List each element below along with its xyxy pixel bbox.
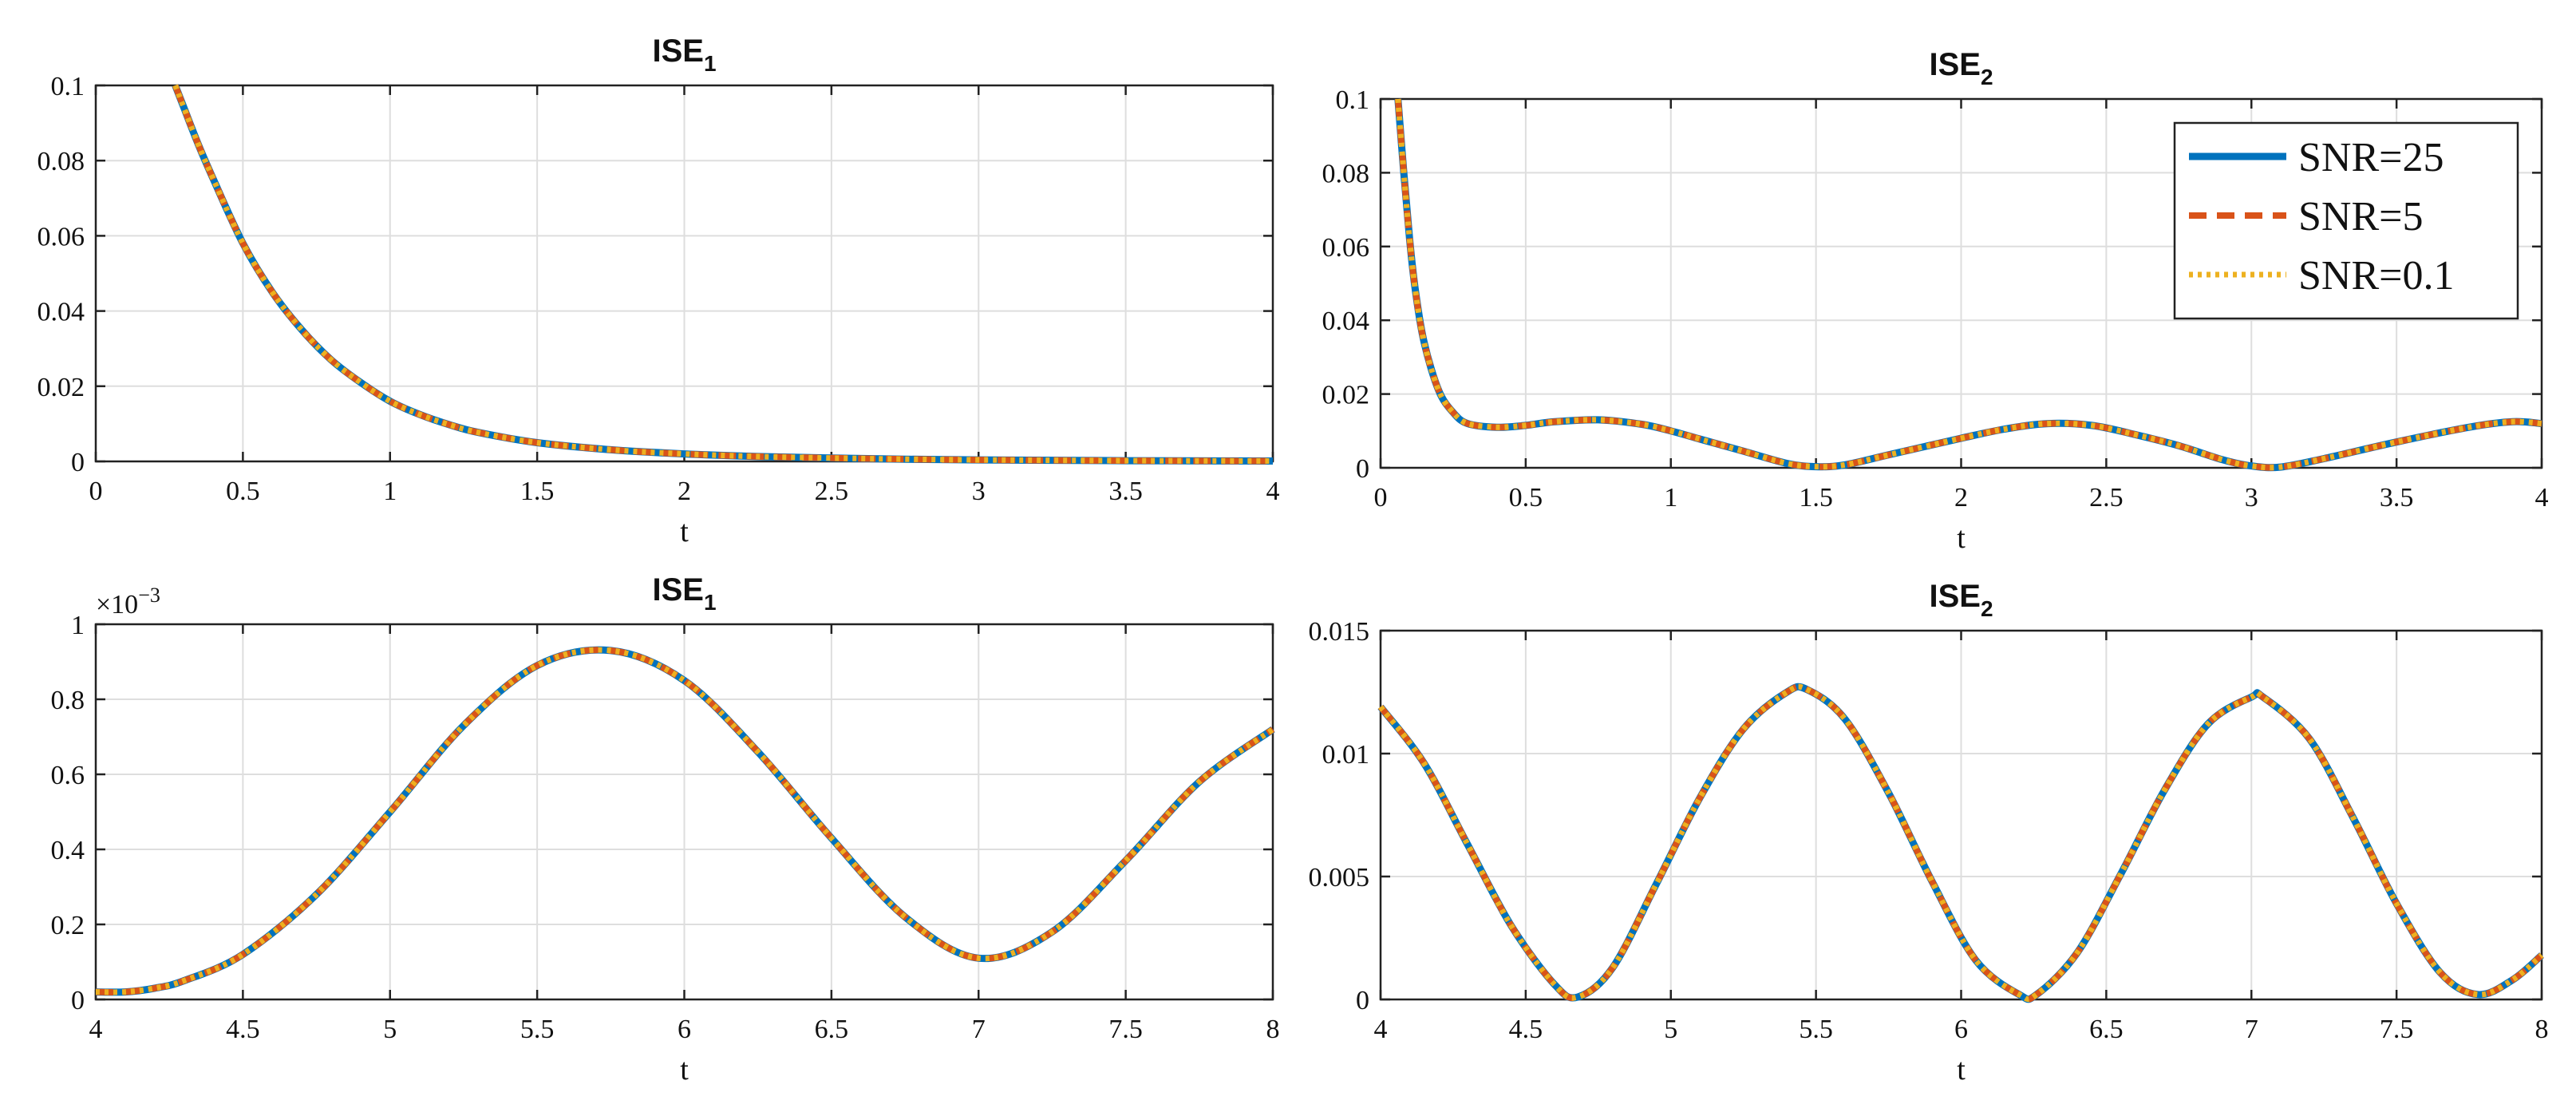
- x-tick-label: 8: [1266, 1015, 1280, 1044]
- x-tick-label: 0: [1374, 483, 1388, 512]
- y-tick-label: 0.02: [38, 373, 85, 402]
- x-tick-label: 7.5: [2380, 1015, 2414, 1044]
- y-tick-label: 0.8: [51, 686, 85, 715]
- x-tick-label: 8: [2535, 1015, 2549, 1044]
- x-tick-label: 0.5: [226, 477, 260, 506]
- x-tick-label: 7.5: [1108, 1015, 1143, 1044]
- y-tick-label: 0.06: [1322, 233, 1370, 263]
- x-tick-label: 2: [678, 477, 691, 506]
- series-line-snr-0-1: [95, 647, 1275, 995]
- y-tick-label: 0: [1356, 986, 1369, 1015]
- x-tick-label: 5: [1664, 1015, 1677, 1044]
- chart-title: ISE1: [652, 34, 716, 76]
- legend-label: SNR=0.1: [2298, 253, 2454, 299]
- x-tick-label: 4: [2535, 483, 2549, 512]
- y-tick-label: 0: [71, 448, 85, 477]
- x-axis-label: t: [680, 515, 689, 548]
- legend: SNR=25 SNR=5 SNR=0.1: [2173, 121, 2519, 320]
- y-tick-label: 0.04: [38, 298, 85, 327]
- series-line-snr-5: [172, 84, 1274, 465]
- chart-title: ISE1: [652, 572, 716, 615]
- x-axis-label: t: [1957, 521, 1966, 555]
- x-tick-label: 6: [1954, 1015, 1968, 1044]
- x-tick-label: 0.5: [1509, 483, 1543, 512]
- y-tick-label: 0.08: [1322, 159, 1370, 188]
- x-tick-label: 7: [2245, 1015, 2258, 1044]
- y-tick-label: 0.015: [1309, 617, 1370, 647]
- series-line-snr-0-1: [1395, 98, 2542, 471]
- legend-label: SNR=25: [2298, 135, 2444, 180]
- y-tick-label: 0.6: [51, 761, 85, 790]
- x-tick-label: 5.5: [1799, 1015, 1833, 1044]
- chart-panel-3: 4 4.5 5 5.5 6 6.5 7 7.5 8 0 0.2 0.4 0.6 0.8 1 ×10−3 ISE1…: [51, 572, 1280, 1086]
- y-tick-label: 0.005: [1309, 863, 1370, 892]
- x-tick-label: 3: [972, 477, 986, 506]
- y-tick-label: 0.01: [1322, 740, 1370, 770]
- x-tick-label: 0: [89, 477, 103, 506]
- x-tick-label: 4: [1374, 1015, 1388, 1044]
- y-exponent-label: ×10−3: [96, 584, 160, 619]
- y-tick-label: 0: [71, 986, 85, 1015]
- x-tick-label: 4: [89, 1015, 103, 1044]
- x-tick-label: 6: [678, 1015, 691, 1044]
- x-tick-label: 5.5: [520, 1015, 555, 1044]
- x-tick-label: 7: [972, 1015, 986, 1044]
- y-tick-label: 0.04: [1322, 307, 1370, 336]
- x-tick-label: 6.5: [815, 1015, 849, 1044]
- x-tick-label: 2: [1954, 483, 1968, 512]
- x-tick-label: 3.5: [1108, 477, 1143, 506]
- x-tick-label: 3: [2245, 483, 2258, 512]
- x-axis-label: t: [1957, 1053, 1966, 1086]
- chart-title: ISE2: [1929, 47, 1993, 89]
- y-tick-label: 0.06: [38, 222, 85, 251]
- chart-panel-1: 0 0.5 1 1.5 2 2.5 3 3.5 4 0 0.02 0.04 0.06 0.08 0.1 ISE…: [38, 34, 1280, 548]
- series-line-snr-5: [1377, 683, 2544, 1003]
- x-tick-label: 6.5: [2089, 1015, 2124, 1044]
- y-tick-label: 0: [1356, 454, 1369, 484]
- x-tick-label: 5: [383, 1015, 397, 1044]
- series-line-snr-0-1: [1378, 683, 2544, 1003]
- legend-label: SNR=5: [2298, 194, 2423, 239]
- y-tick-label: 0.1: [51, 72, 85, 101]
- y-tick-label: 0.02: [1322, 381, 1370, 410]
- x-tick-label: 1: [383, 477, 397, 506]
- x-tick-label: 4.5: [226, 1015, 260, 1044]
- x-tick-label: 2.5: [2089, 483, 2124, 512]
- chart-panel-4: 4 4.5 5 5.5 6 6.5 7 7.5 8 0 0.005 0.01 0.015 ISE2 t: [1309, 579, 2549, 1086]
- chart-panel-2: 0 0.5 1 1.5 2 2.5 3 3.5 4 0 0.02 0.04 0.06 0.08 0.1 ISE…: [1322, 47, 2549, 555]
- x-tick-label: 2.5: [815, 477, 849, 506]
- x-tick-label: 4.5: [1509, 1015, 1543, 1044]
- series-line-snr-25: [172, 84, 1274, 465]
- y-tick-label: 0.1: [1336, 85, 1370, 115]
- x-tick-label: 4: [1266, 477, 1280, 506]
- x-tick-label: 3.5: [2380, 483, 2414, 512]
- x-tick-label: 1.5: [520, 477, 555, 506]
- chart-title: ISE2: [1929, 579, 1993, 621]
- y-tick-label: 0.2: [51, 911, 85, 940]
- x-tick-label: 1: [1664, 483, 1677, 512]
- y-tick-label: 1: [71, 611, 85, 640]
- x-axis-label: t: [680, 1053, 689, 1086]
- y-tick-label: 0.08: [38, 147, 85, 176]
- y-tick-label: 0.4: [51, 836, 85, 865]
- series-line-snr-0-1: [172, 84, 1274, 464]
- x-tick-label: 1.5: [1799, 483, 1833, 512]
